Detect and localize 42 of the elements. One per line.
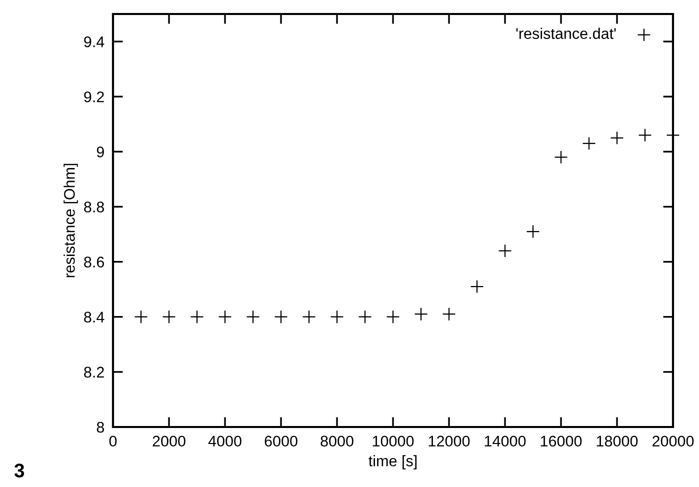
point: [302, 310, 316, 324]
point: [582, 136, 596, 150]
y-tick-label: 9.2: [84, 91, 104, 102]
point: [498, 244, 512, 258]
x-tick-label: 16000: [540, 436, 582, 447]
y-tick-label: 9: [96, 146, 104, 158]
x-tick-label: 20000: [652, 436, 694, 447]
point: [386, 310, 400, 324]
y-tick-label: 8: [96, 422, 104, 433]
point: [442, 307, 456, 321]
point: [526, 224, 540, 238]
point: [162, 310, 176, 324]
x-tick-label: 0: [109, 436, 117, 447]
point: [246, 310, 260, 324]
point: [610, 131, 624, 145]
point: [358, 310, 372, 324]
y-tick-label: 8.4: [84, 312, 104, 323]
point: [554, 150, 568, 164]
point: [274, 310, 288, 324]
text: 3: [14, 464, 24, 478]
legend-label: 'resistance.dat': [516, 28, 616, 39]
y-axis-title: resistance [Ohm]: [64, 164, 78, 278]
x-tick-label: 2000: [152, 436, 186, 447]
x-axis-title: time [s]: [368, 455, 417, 470]
x-tick-label: 14000: [484, 436, 526, 447]
point: [134, 310, 148, 324]
point: [638, 128, 652, 142]
x-tick-label: 10000: [372, 436, 414, 447]
point: [218, 310, 232, 324]
x-tick-label: 6000: [264, 436, 298, 447]
x-tick-label: 8000: [320, 436, 354, 447]
y-tick-label: 8.6: [84, 256, 104, 268]
y-tick-label: 8.2: [84, 366, 104, 378]
x-tick-label: 4000: [208, 436, 242, 447]
point: [414, 307, 428, 321]
point: [470, 280, 484, 294]
x-tick-label: 18000: [596, 436, 638, 447]
y-tick-label: 8.8: [84, 202, 104, 212]
point: [190, 310, 204, 324]
x-tick-label: 12000: [428, 436, 470, 447]
point: [330, 310, 344, 324]
y-tick-label: 9.4: [84, 36, 104, 48]
